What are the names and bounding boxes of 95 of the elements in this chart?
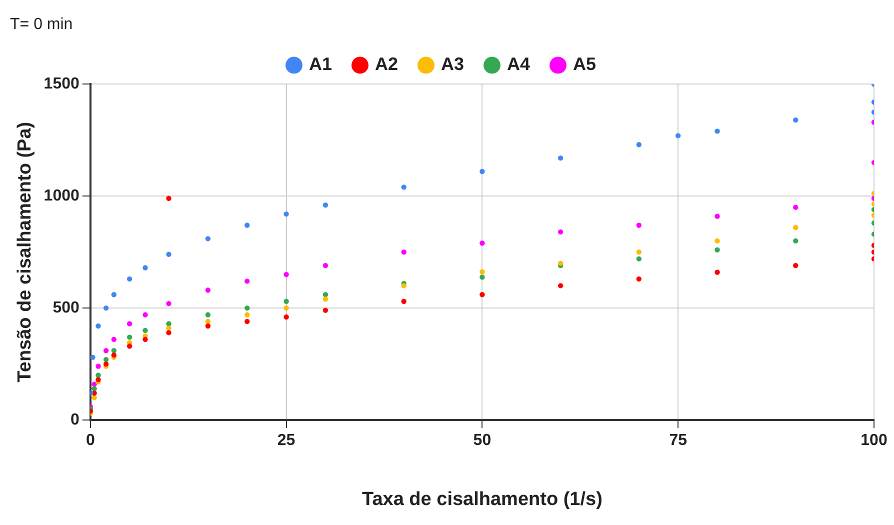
point <box>676 133 681 138</box>
point <box>636 250 642 255</box>
point <box>714 238 720 244</box>
point <box>126 334 132 340</box>
legend-label: A4 <box>507 54 530 74</box>
point <box>142 265 148 270</box>
point <box>284 314 289 320</box>
point <box>103 361 109 367</box>
x-tick-label: 0 <box>86 432 95 450</box>
point <box>636 222 642 228</box>
legend-label: A5 <box>573 54 596 74</box>
point <box>284 272 289 278</box>
point <box>96 372 101 378</box>
point <box>284 305 289 311</box>
y-tick-label: 0 <box>70 411 80 428</box>
point <box>244 305 250 311</box>
point <box>90 354 96 360</box>
point <box>480 168 485 174</box>
y-tick-label: 500 <box>52 299 80 316</box>
point <box>322 262 328 268</box>
point <box>205 312 211 318</box>
x-tick-label: 75 <box>669 432 688 450</box>
point <box>166 326 172 331</box>
y-tick-label: 1000 <box>44 188 80 205</box>
legend-label: A2 <box>374 54 398 74</box>
point <box>244 318 250 324</box>
point <box>793 117 798 123</box>
point <box>96 323 101 329</box>
point <box>111 292 116 298</box>
point <box>322 308 328 313</box>
point <box>793 224 798 230</box>
point <box>103 348 109 354</box>
point <box>480 240 485 246</box>
point <box>96 377 101 382</box>
point <box>166 330 172 336</box>
point <box>92 395 97 400</box>
point <box>205 236 211 242</box>
point <box>480 274 485 280</box>
point <box>714 214 720 219</box>
point <box>166 252 172 257</box>
point <box>205 323 211 329</box>
point <box>244 312 250 318</box>
point <box>166 321 172 326</box>
point <box>244 222 250 228</box>
point <box>636 276 642 282</box>
point <box>322 296 328 302</box>
point <box>401 250 406 255</box>
point <box>558 283 564 288</box>
point <box>284 211 289 217</box>
point <box>714 270 720 275</box>
point <box>714 247 720 252</box>
x-axis-title: Taxa de cisalhamento (1/s) <box>362 488 602 510</box>
point <box>126 276 132 282</box>
point <box>401 298 406 304</box>
point <box>103 305 109 311</box>
point <box>636 142 642 148</box>
point <box>558 229 564 235</box>
point <box>142 328 148 334</box>
point <box>205 288 211 293</box>
point <box>322 292 328 298</box>
point <box>558 155 564 161</box>
legend-label: A3 <box>440 54 464 74</box>
point <box>126 321 132 326</box>
point <box>401 283 406 288</box>
x-tick-label: 100 <box>860 432 888 450</box>
point <box>92 386 97 392</box>
point <box>244 278 250 284</box>
point <box>111 348 116 354</box>
point <box>480 269 485 274</box>
point <box>401 184 406 190</box>
x-tick-label: 50 <box>473 432 492 450</box>
y-axis-title: Tensão de cisalhamento (Pa) <box>14 122 36 382</box>
legend-label: A1 <box>308 54 332 74</box>
point <box>205 318 211 324</box>
point <box>166 300 172 306</box>
point <box>96 364 101 369</box>
point <box>284 298 289 304</box>
chart-title: T= 0 min <box>10 16 73 34</box>
point <box>714 128 720 134</box>
y-tick-label: 1500 <box>44 76 80 93</box>
point <box>793 238 798 244</box>
point <box>322 202 328 208</box>
point <box>111 336 116 342</box>
point <box>793 204 798 210</box>
point <box>166 196 172 201</box>
point <box>793 262 798 268</box>
point <box>126 344 132 349</box>
point <box>480 292 485 298</box>
point <box>142 312 148 318</box>
point <box>103 356 109 362</box>
x-tick-label: 25 <box>277 432 296 450</box>
point <box>636 256 642 262</box>
point <box>558 260 564 266</box>
point <box>111 352 116 358</box>
point <box>142 336 148 342</box>
